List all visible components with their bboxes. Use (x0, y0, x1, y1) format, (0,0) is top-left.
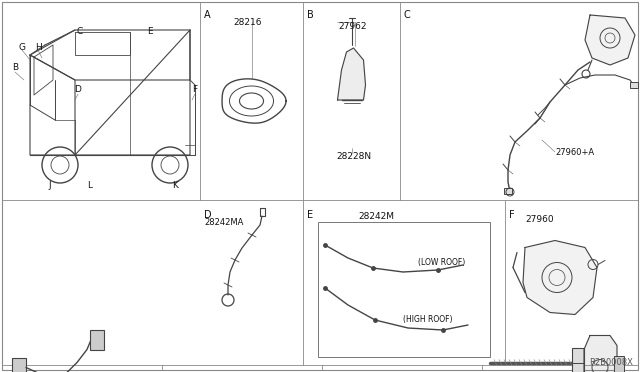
Text: B: B (12, 64, 18, 73)
Text: H: H (35, 42, 42, 51)
Text: J: J (49, 180, 51, 189)
Bar (12, 357, 26, 372)
Text: (HIGH ROOF): (HIGH ROOF) (403, 315, 452, 324)
Bar (504, 188, 512, 194)
Bar (90, 330, 104, 350)
Text: 28228N: 28228N (337, 152, 372, 161)
Bar (318, 222, 490, 357)
Text: 28242MA: 28242MA (204, 218, 243, 227)
Text: C: C (77, 28, 83, 36)
Text: D: D (204, 210, 212, 220)
Polygon shape (584, 336, 617, 372)
Text: 27960: 27960 (525, 215, 554, 224)
Text: (LOW ROOF): (LOW ROOF) (418, 258, 465, 267)
Text: R2B0008X: R2B0008X (589, 358, 633, 367)
Text: A: A (204, 10, 211, 20)
Text: E: E (307, 210, 313, 220)
Text: 28216: 28216 (234, 18, 262, 27)
Bar (630, 82, 638, 88)
Polygon shape (523, 241, 597, 314)
Text: B: B (307, 10, 314, 20)
Bar (614, 356, 624, 372)
Text: F: F (193, 86, 198, 94)
Text: F: F (509, 210, 515, 220)
Text: G: G (19, 42, 26, 51)
Bar (572, 347, 584, 372)
Polygon shape (585, 15, 635, 65)
Text: K: K (172, 180, 178, 189)
Text: E: E (147, 28, 153, 36)
Polygon shape (337, 48, 365, 100)
Text: D: D (75, 86, 81, 94)
Text: L: L (88, 180, 93, 189)
Text: 27960+A: 27960+A (555, 148, 594, 157)
Text: C: C (404, 10, 411, 20)
Text: 28242M: 28242M (358, 212, 394, 221)
Text: 27962: 27962 (338, 22, 367, 31)
